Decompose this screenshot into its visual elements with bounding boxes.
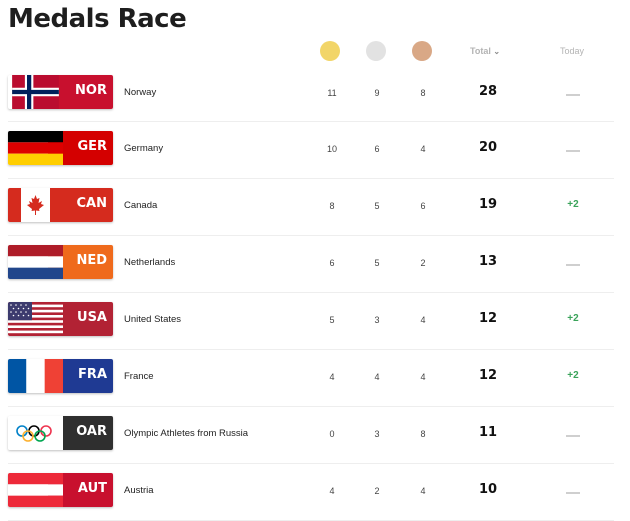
today-header-label: Today <box>560 46 585 56</box>
today-count: +2 <box>567 370 579 381</box>
netherlands-flag-icon <box>8 245 63 279</box>
total-sort-header[interactable]: Total ⌄ <box>470 46 500 56</box>
total-count: 10 <box>478 482 498 497</box>
gold-count: 4 <box>329 372 335 382</box>
table-row[interactable]: AUT Austria 4 2 4 10 <box>8 464 614 521</box>
country-name: France <box>124 371 154 382</box>
medal-table: NOR Norway 11 9 8 28 GER Germany 10 6 4 … <box>8 66 614 521</box>
country-code: AUT <box>77 481 107 496</box>
gold-count: 11 <box>327 88 337 98</box>
silver-count: 3 <box>374 429 380 439</box>
total-count: 13 <box>478 254 498 269</box>
gold-count: 10 <box>326 144 337 154</box>
country-name: Austria <box>124 485 154 496</box>
country-badge: FRA <box>8 359 113 393</box>
silver-count: 5 <box>374 258 380 268</box>
country-badge: NOR <box>8 75 113 109</box>
gold-count: 8 <box>329 201 335 211</box>
no-change-dash <box>566 94 580 96</box>
silver-medal-icon <box>366 41 386 61</box>
norway-flag-icon <box>8 75 63 109</box>
bronze-count: 8 <box>420 429 426 439</box>
no-change-dash <box>566 150 580 152</box>
total-count: 12 <box>478 368 498 383</box>
total-count: 19 <box>478 197 498 212</box>
table-row[interactable]: OAR Olympic Athletes from Russia 0 3 8 1… <box>8 407 614 464</box>
country-code: OAR <box>76 424 107 439</box>
country-code: NOR <box>75 83 107 98</box>
austria-flag-icon <box>8 473 63 507</box>
no-change-dash <box>566 435 580 437</box>
bronze-count: 4 <box>420 372 426 382</box>
country-name: Olympic Athletes from Russia <box>124 428 249 439</box>
country-name: Netherlands <box>124 257 176 268</box>
bronze-count: 2 <box>420 258 426 268</box>
country-code: FRA <box>78 367 107 382</box>
bronze-count: 4 <box>420 144 426 154</box>
silver-count: 5 <box>374 201 380 211</box>
olympic-rings-icon <box>8 416 63 450</box>
country-name: Canada <box>124 200 158 211</box>
bronze-count: 4 <box>420 486 426 496</box>
no-change-dash <box>566 264 580 266</box>
total-header-label: Total <box>470 46 491 56</box>
chevron-down-icon: ⌄ <box>493 47 501 56</box>
country-code: NED <box>76 253 107 268</box>
total-count: 20 <box>478 140 498 155</box>
country-badge: CAN <box>8 188 113 222</box>
bronze-count: 8 <box>420 88 426 98</box>
gold-count: 4 <box>329 486 335 496</box>
table-row[interactable]: GER Germany 10 6 4 20 <box>8 122 614 179</box>
bronze-medal-icon <box>412 41 432 61</box>
france-flag-icon <box>8 359 63 393</box>
silver-count: 4 <box>374 372 380 382</box>
country-name: Norway <box>124 87 157 98</box>
table-row[interactable]: NOR Norway 11 9 8 28 <box>8 66 614 122</box>
country-badge: NED <box>8 245 113 279</box>
bronze-count: 6 <box>420 201 426 211</box>
silver-count: 3 <box>374 315 380 325</box>
bronze-count: 4 <box>420 315 426 325</box>
no-change-dash <box>566 492 580 494</box>
silver-count: 2 <box>374 486 380 496</box>
germany-flag-icon <box>8 131 63 165</box>
country-name: Germany <box>124 143 164 154</box>
country-badge: GER <box>8 131 113 165</box>
silver-count: 6 <box>374 144 380 154</box>
gold-count: 6 <box>329 258 335 268</box>
country-badge: OAR <box>8 416 113 450</box>
total-count: 28 <box>478 84 498 99</box>
usa-flag-icon <box>8 302 63 336</box>
country-code: USA <box>77 310 107 325</box>
today-count: +2 <box>567 313 579 324</box>
gold-medal-icon <box>320 41 340 61</box>
canada-flag-icon <box>8 188 63 222</box>
gold-count: 0 <box>329 429 335 439</box>
country-code: CAN <box>76 196 107 211</box>
country-code: GER <box>77 139 107 154</box>
today-count: +2 <box>567 199 579 210</box>
table-row[interactable]: CAN Canada 8 5 6 19 +2 <box>8 179 614 236</box>
table-row[interactable]: FRA France 4 4 4 12 +2 <box>8 350 614 407</box>
page-title: Medals Race <box>8 4 187 34</box>
country-name: United States <box>124 314 182 325</box>
table-header: Total ⌄ Today <box>0 40 630 64</box>
silver-count: 9 <box>374 88 380 98</box>
table-row[interactable]: NED Netherlands 6 5 2 13 <box>8 236 614 293</box>
country-badge: AUT <box>8 473 113 507</box>
table-row[interactable]: USA United States 5 3 4 12 +2 <box>8 293 614 350</box>
total-count: 11 <box>478 425 498 440</box>
country-badge: USA <box>8 302 113 336</box>
total-count: 12 <box>478 311 498 326</box>
gold-count: 5 <box>329 315 335 325</box>
